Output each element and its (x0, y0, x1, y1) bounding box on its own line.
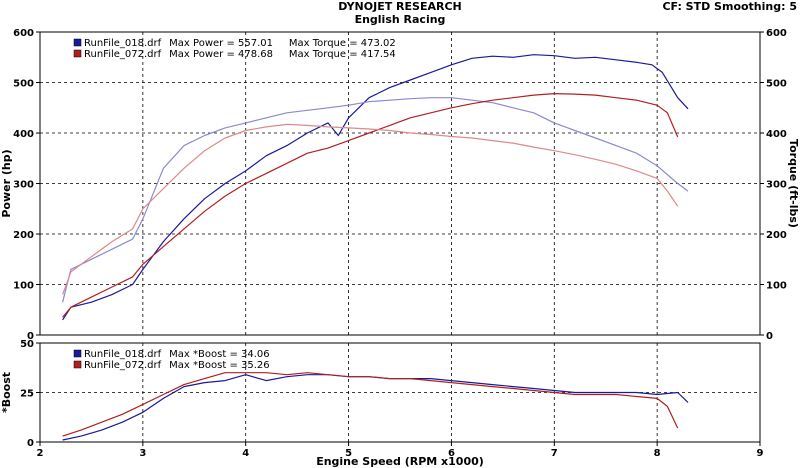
power-torque-y-right-tick-label: 600 (766, 28, 787, 39)
x-tick-label: 6 (448, 448, 455, 459)
x-tick-label: 5 (345, 448, 352, 459)
power-torque-y-right-axis-label: Torque (ft-lbs) (787, 139, 800, 228)
x-tick-label: 3 (139, 448, 146, 459)
legend-swatch (73, 49, 82, 58)
legend-swatch (73, 349, 82, 358)
power-torque-y-tick-label: 100 (13, 281, 34, 292)
legend-file-name: RunFile_072.drf (84, 49, 162, 60)
power-torque-y-axis-label: Power (hp) (0, 149, 13, 217)
legend-values: Max Power = 557.01 Max Torque = 473.02 (166, 38, 396, 49)
dyno-settings: CF: STD Smoothing: 5 (662, 0, 797, 13)
legend-values: Max Power = 478.68 Max Torque = 417.54 (166, 49, 396, 60)
power-torque-y-right-tick-label: 400 (766, 129, 787, 140)
legend-file-name: RunFile_018.drf (84, 349, 162, 360)
power-torque-y-right-tick-label: 300 (766, 180, 787, 191)
series-line-runfile-018-drf-power-hp (62, 54, 689, 321)
x-tick-label: 4 (242, 448, 249, 459)
boost-y-tick-label: 0 (27, 438, 34, 449)
power-torque-y-tick-label: 0 (27, 331, 34, 342)
x-axis-label: Engine Speed (RPM x1000) (316, 455, 484, 468)
x-tick-label: 8 (654, 448, 661, 459)
series-line-runfile-072-drf--boost (62, 372, 679, 437)
boost-y-axis-label: *Boost (0, 372, 13, 413)
legend-swatch (73, 360, 82, 369)
x-tick-label: 7 (551, 448, 558, 459)
power-torque-y-tick-label: 300 (13, 180, 34, 191)
power-torque-y-right-tick-label: 100 (766, 281, 787, 292)
series-line-runfile-072-drf-torque-ft-lbs (62, 123, 679, 295)
power-torque-y-right-tick-label: 0 (766, 331, 773, 342)
legend-values: Max *Boost = 35.26 (166, 360, 270, 371)
legend-file-name: RunFile_072.drf (84, 360, 162, 371)
boost-y-tick-label: 50 (20, 339, 34, 350)
legend-swatch (73, 38, 82, 47)
power-torque-y-right-tick-label: 500 (766, 79, 787, 90)
series-line-runfile-072-drf-power-hp (62, 92, 679, 318)
power-torque-y-tick-label: 200 (13, 230, 34, 241)
chart-title: DYNOJET RESEARCH (338, 0, 462, 13)
x-tick-label: 2 (37, 448, 44, 459)
legend-values: Max *Boost = 34.06 (166, 349, 270, 360)
power-torque-y-tick-label: 500 (13, 79, 34, 90)
chart-subtitle: English Racing (354, 13, 446, 26)
power-torque-y-tick-label: 600 (13, 28, 34, 39)
power-torque-y-tick-label: 400 (13, 129, 34, 140)
power-torque-y-right-tick-label: 200 (766, 230, 787, 241)
boost-y-tick-label: 25 (20, 389, 34, 400)
x-tick-label: 9 (757, 448, 764, 459)
legend-file-name: RunFile_018.drf (84, 38, 162, 49)
